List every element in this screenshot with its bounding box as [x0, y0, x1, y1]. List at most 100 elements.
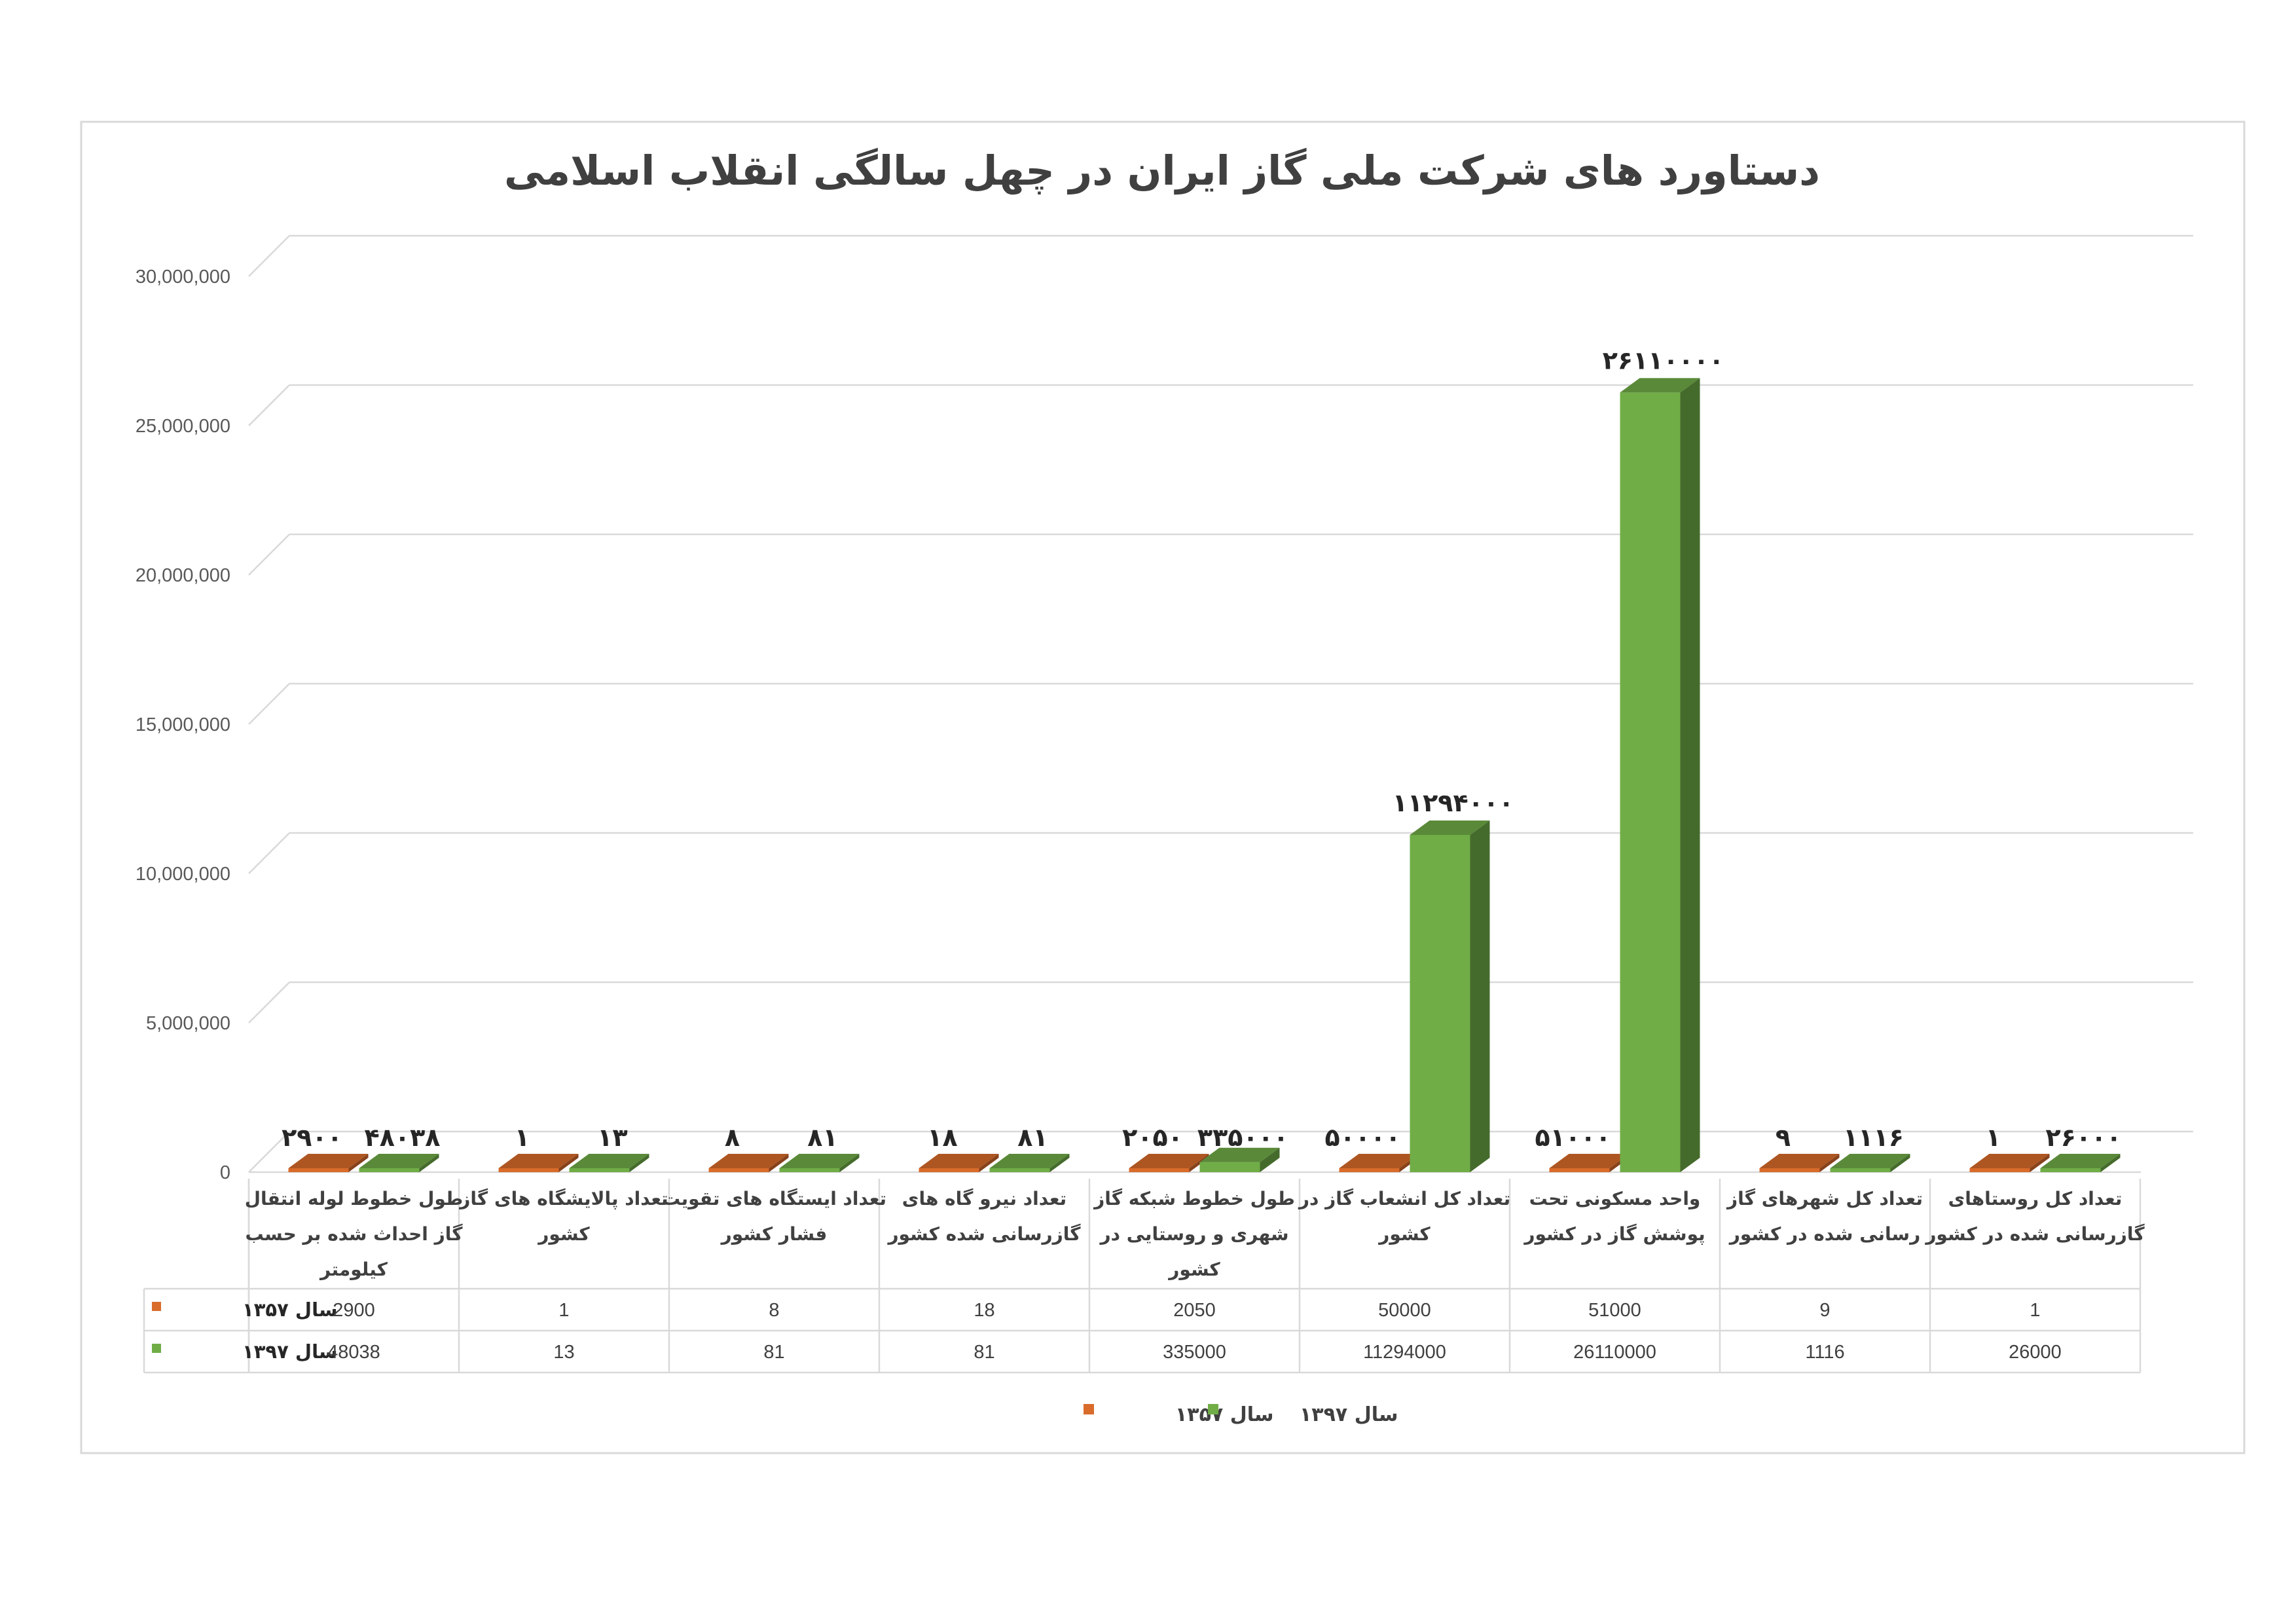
data-label: ۲۰۵۰	[1122, 1123, 1183, 1152]
y-tick-label: 30,000,000	[136, 267, 230, 287]
data-label: ۵۰۰۰۰	[1325, 1123, 1401, 1152]
category-label: رسانی شده در کشور	[1728, 1223, 1920, 1245]
category-label: تعداد پالایشگاه های گاز	[458, 1188, 668, 1209]
gridline-diagonal	[248, 235, 290, 277]
gridline-diagonal	[248, 384, 290, 426]
data-label: ۲۹۰۰	[282, 1123, 342, 1152]
table-cell: 1	[558, 1300, 569, 1321]
data-label: ۱۸	[927, 1123, 957, 1152]
table-cell: 9	[1819, 1300, 1830, 1321]
table-cell: 26110000	[1573, 1342, 1656, 1363]
bar-front	[1830, 1168, 1891, 1172]
bar-side	[979, 1154, 999, 1172]
data-label: ۲۶۰۰۰	[2046, 1123, 2122, 1152]
bar-top	[569, 1154, 649, 1168]
table-cell: 13	[553, 1342, 574, 1363]
data-label: ۱۱۲۹۴۰۰۰	[1393, 788, 1514, 817]
table-cell: 1116	[1805, 1342, 1844, 1363]
y-tick-label: 0	[220, 1162, 230, 1183]
bar-front	[919, 1168, 979, 1172]
category-label: گازرسانی شده در کشور	[1924, 1223, 2145, 1245]
bar-front	[1199, 1162, 1260, 1172]
gridline-diagonal	[248, 832, 290, 874]
bar-top	[1129, 1154, 1209, 1168]
table-cell: 81	[974, 1342, 994, 1363]
table-cell: 48038	[327, 1342, 380, 1363]
bar-front	[1410, 834, 1470, 1172]
bar-front	[708, 1168, 769, 1172]
row-header: سال ۱۳۹۷	[242, 1340, 337, 1363]
data-label: ۹	[1776, 1123, 1791, 1152]
data-label: ۱۱۱۶	[1843, 1123, 1904, 1152]
bar-top	[1199, 1147, 1280, 1162]
row-header: سال ۱۳۵۷	[242, 1299, 337, 1321]
data-label: ۱۳	[597, 1123, 627, 1152]
data-label: ۲۶۱۱۰۰۰۰	[1603, 346, 1724, 375]
data-table: طول خطوط لوله انتقال گاز احداث شده بر حسب…	[143, 1179, 2145, 1374]
bar-side	[2100, 1154, 2121, 1172]
bar-side	[1049, 1154, 1070, 1172]
legend-swatch	[1084, 1404, 1094, 1414]
category-label: فشار کشور	[720, 1223, 828, 1245]
data-label: ۸۱	[1017, 1123, 1048, 1152]
y-axis: 0 5,000,000 10,000,000 15,000,000 20,000,000…	[136, 267, 230, 1183]
gridline-diagonal	[248, 534, 290, 576]
gridlines	[248, 234, 2193, 1173]
table-cell: 2900	[333, 1300, 375, 1321]
bar-front	[1129, 1168, 1190, 1172]
category-label: تعداد نیرو گاه های	[902, 1188, 1066, 1209]
gridline-diagonal	[248, 982, 290, 1024]
category-label: گازرسانی شده کشور	[886, 1223, 1081, 1245]
data-label: ۵۱۰۰۰	[1535, 1123, 1611, 1152]
bar-top	[1759, 1154, 1840, 1168]
bar-top	[1410, 820, 1490, 835]
bar-front	[1339, 1168, 1400, 1172]
y-tick-label: 5,000,000	[146, 1013, 230, 1034]
bar-side	[348, 1154, 369, 1172]
bar-top	[1339, 1154, 1419, 1168]
data-label: ۱	[1986, 1123, 2001, 1152]
y-tick-label: 15,000,000	[136, 714, 230, 735]
gridline-diagonal	[248, 1131, 290, 1173]
data-label: ۴۸۰۳۸	[365, 1123, 441, 1152]
bar-top	[989, 1154, 1070, 1168]
table-cell: 335000	[1163, 1342, 1226, 1363]
bar-side	[1189, 1154, 1209, 1172]
bar-front	[569, 1168, 630, 1172]
bar-front	[779, 1168, 840, 1172]
chart-title: دستاورد های شرکت ملی گاز ایران در چهل سا…	[504, 147, 1820, 194]
bar-side	[1470, 820, 1490, 1172]
bar-front	[1759, 1168, 1820, 1172]
category-label: طول خطوط لوله انتقال	[245, 1188, 464, 1209]
bar-top	[2040, 1154, 2121, 1168]
data-label: ۳۳۵۰۰۰	[1197, 1123, 1288, 1152]
bar-side	[419, 1154, 439, 1172]
category-label: شهری و روستایی در	[1099, 1223, 1288, 1245]
bars	[288, 378, 2121, 1172]
legend-label: سال ۱۳۵۷	[1175, 1403, 1274, 1426]
data-label: ۸	[725, 1123, 740, 1152]
bar-top	[1830, 1154, 1910, 1168]
bar-side	[769, 1154, 789, 1172]
category-label: واحد مسکونی تحت	[1529, 1188, 1701, 1209]
bar-top	[1549, 1154, 1630, 1168]
bar-top	[359, 1154, 439, 1168]
bar-front	[498, 1168, 559, 1172]
table-cell: 11294000	[1363, 1342, 1446, 1363]
y-tick-label: 10,000,000	[136, 864, 230, 885]
table-cell: 1	[2030, 1300, 2040, 1321]
bar-top	[919, 1154, 999, 1168]
table-cell: 81	[763, 1342, 784, 1363]
category-label: کشور	[537, 1223, 590, 1245]
category-label: تعداد کل انشعاب گاز در	[1298, 1188, 1510, 1209]
gridline-diagonal	[248, 683, 290, 725]
data-label: ۱	[515, 1123, 530, 1152]
data-labels: ۲۹۰۰ ۴۸۰۳۸ ۱ ۱۳ ۸ ۸۱ ۱۸ ۸۱ ۲۰۵۰ ۳۳۵۰۰۰ ۵۰۰۰۰ ۱۱۲۹۴۰…	[282, 346, 2121, 1152]
bar-side	[2030, 1154, 2050, 1172]
bar-front	[1620, 392, 1681, 1172]
bar-front	[989, 1168, 1050, 1172]
row-legend-swatch	[152, 1302, 161, 1311]
bar-side	[629, 1154, 649, 1172]
category-label: گاز احداث شده بر حسب	[245, 1223, 463, 1245]
